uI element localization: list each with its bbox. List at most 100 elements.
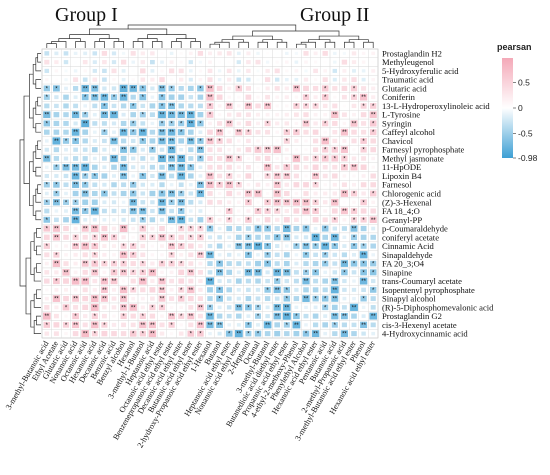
heatmap-cell [217,235,222,240]
significance-mark: * [228,332,231,338]
heatmap-cell [44,261,49,266]
heatmap-cell [283,225,291,232]
significance-mark: * [94,174,97,180]
significance-mark: * [84,95,87,101]
dendrogram-branch [75,41,86,48]
heatmap-cell [102,244,107,248]
heatmap-cell [266,51,270,55]
heatmap-cell [227,200,232,205]
heatmap-cell [111,296,117,301]
heatmap-cell [111,86,117,91]
heatmap-cell [370,243,376,249]
heatmap-cell [371,78,376,82]
significance-mark: ** [332,297,337,303]
heatmap-cell [361,314,366,318]
heatmap-cell [235,155,242,162]
significance-mark: * [142,218,145,224]
heatmap-cell [217,253,222,257]
significance-mark: ** [150,323,155,329]
heatmap-cell [54,174,59,178]
heatmap-cell [246,287,251,292]
heatmap-cell [236,121,241,126]
heatmap-cell [369,129,377,136]
heatmap-cell [294,51,299,55]
heatmap-cell [120,120,127,126]
heatmap-cell [284,156,289,161]
heatmap-cell [52,225,60,232]
heatmap-cell [245,112,251,117]
heatmap-cell [371,51,376,56]
significance-mark: * [266,262,269,268]
heatmap-cell [244,102,252,110]
heatmap-cell [179,60,183,64]
significance-mark: ** [217,323,222,329]
heatmap-cell [102,165,107,170]
heatmap-cell [341,164,348,171]
heatmap-cell [227,235,232,240]
heatmap-cell [111,60,117,65]
significance-mark: ** [73,130,78,136]
heatmap-cell [323,331,328,336]
significance-mark: * [286,130,289,136]
dendrogram-branch [36,263,41,273]
heatmap-cell [264,208,271,214]
heatmap-cell [121,112,126,117]
significance-mark: * [266,227,269,233]
heatmap-cell [121,235,126,240]
heatmap-cell [217,279,222,283]
dendrogram-branch [58,38,81,42]
heatmap-cell [43,120,51,127]
heatmap-cell [64,244,68,248]
significance-mark: * [353,95,356,101]
heatmap-cell [275,104,279,108]
significance-mark: * [305,227,308,233]
heatmap-cell [150,77,155,82]
heatmap-cell [72,234,79,241]
heatmap-cell [283,129,290,136]
dendrogram-branch [89,28,168,35]
significance-mark: * [247,200,250,206]
heatmap-cell [169,226,174,231]
heatmap-cell [196,304,204,311]
heatmap-cell [256,165,260,169]
significance-mark: ** [169,156,174,162]
heatmap-cell [140,243,146,249]
heatmap-cell [121,200,126,204]
significance-mark: * [257,332,260,338]
heatmap-cell [198,165,203,170]
heatmap-cell [313,51,318,56]
significance-mark: ** [246,192,251,198]
heatmap-cell [294,191,299,196]
heatmap-cell [245,199,252,206]
heatmap-cell [323,209,328,213]
heatmap-cell [350,234,358,241]
dendrogram-branch [37,53,41,63]
heatmap-cell [178,86,184,91]
heatmap-cell [148,330,157,338]
dendrogram-branch [25,257,31,315]
heatmap-cell [294,112,299,117]
heatmap-cell [207,191,213,196]
heatmap-cell [351,60,357,65]
heatmap-cell [293,243,300,249]
heatmap-cell [255,304,261,311]
heatmap-cell [167,128,176,136]
heatmap-cell [91,252,98,258]
heatmap-cell [159,225,165,232]
heatmap-cell [275,112,280,117]
significance-mark: ** [169,192,174,198]
heatmap-cell [293,173,299,179]
heatmap-cell [54,270,59,275]
significance-mark: * [362,270,365,276]
heatmap-cell [254,190,262,197]
dendrogram-branch [29,161,34,206]
heatmap-cell [303,182,309,188]
heatmap-cell [53,217,59,222]
heatmap-cell [101,121,107,126]
heatmap-cell [112,130,116,134]
heatmap-cell [71,216,80,224]
dendrogram-branch [35,210,41,221]
heatmap-cell [265,112,270,117]
significance-mark: * [180,288,183,294]
heatmap-cell [120,269,128,276]
